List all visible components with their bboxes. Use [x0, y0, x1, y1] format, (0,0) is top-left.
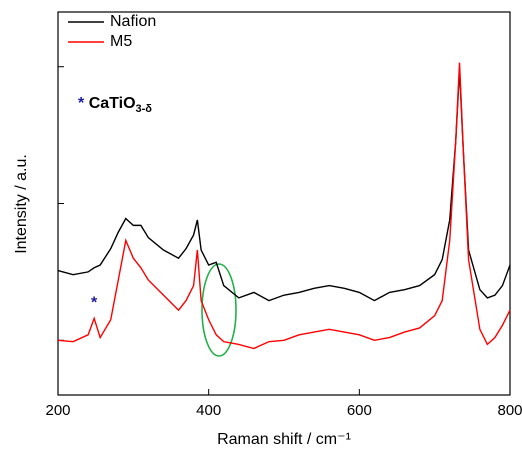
highlight-ellipse: [201, 263, 237, 357]
marker-legend-symbol: *: [78, 95, 85, 112]
x-tick-label: 600: [347, 402, 372, 419]
marker-legend-label: CaTiO: [89, 95, 136, 112]
legend-label: M5: [110, 33, 132, 50]
series-line: [57, 62, 511, 350]
x-tick-label: 200: [45, 402, 70, 419]
plot-frame: [57, 11, 511, 396]
legend-label: Nafion: [110, 13, 156, 30]
y-axis-label: Intensity / a.u.: [13, 154, 30, 254]
marker-legend: * CaTiO3-δ: [78, 95, 152, 115]
marker-legend-subscript: 3-δ: [136, 103, 153, 115]
peak-marker: *: [91, 295, 98, 312]
x-tick-label: 400: [196, 402, 221, 419]
x-axis-label: Raman shift / cm⁻¹: [217, 431, 351, 448]
x-tick-label: 800: [497, 402, 522, 419]
